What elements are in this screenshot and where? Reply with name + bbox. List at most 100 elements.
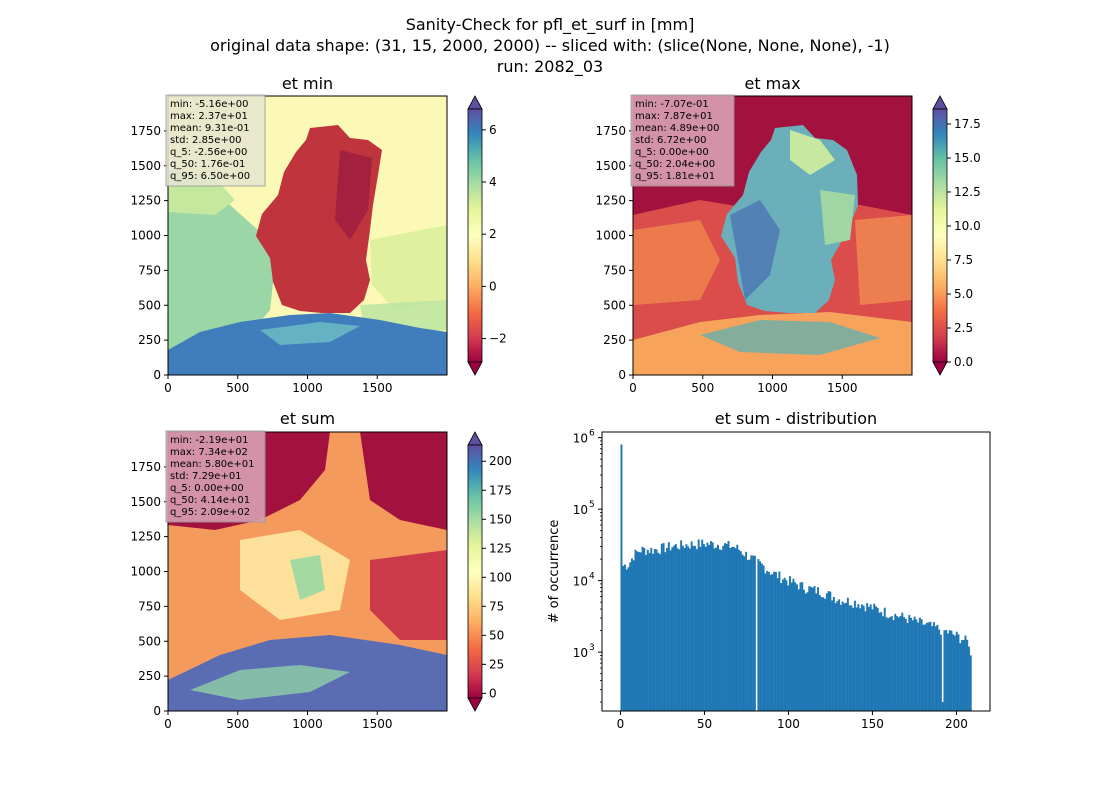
histogram-bar (862, 605, 865, 711)
heatmap-west-orange (633, 220, 720, 305)
x-tick-label: 0 (164, 381, 172, 395)
x-tick-label: 0 (617, 717, 625, 731)
x-tick-label: 500 (226, 717, 249, 731)
y-tick-label: 1750 (595, 124, 626, 138)
histogram-bar (811, 587, 814, 711)
histogram-bar (813, 585, 816, 711)
y-tick-label: 10 (573, 432, 588, 446)
stats-box: min: -5.16e+00 max: 2.37e+01 mean: 9.31e… (165, 94, 266, 187)
axis-ticks: 0 500 1000 1500 0 250 500 750 1000 1250 1500 1750 (595, 124, 857, 395)
y-tick-exponent: 5 (589, 500, 595, 510)
stats-line: min: -7.07e-01 (635, 99, 709, 110)
panel-et-min: et min 0 500 1000 1500 0 250 500 750 1000 1250 150… (130, 74, 506, 395)
histogram-bar (748, 559, 751, 711)
colorbar-tick-label: 200 (489, 454, 512, 468)
colorbar-ticks: 0 25 50 75 100 125 150 175 200 (482, 454, 512, 700)
histogram-bar (969, 655, 972, 711)
x-tick-label: 0 (164, 717, 172, 731)
colorbar-extend-bottom (932, 361, 948, 376)
colorbar-ticks: −2 0 2 4 6 (482, 123, 507, 346)
histogram-bar (669, 550, 672, 711)
histogram-bar (883, 607, 886, 711)
histogram-bar (953, 635, 956, 711)
histogram-bar (959, 643, 962, 711)
heatmap-west-region (168, 188, 275, 350)
x-tick-label: 50 (697, 717, 712, 731)
histogram-bar (746, 560, 749, 711)
colorbar-body (932, 108, 948, 363)
histogram-bar (623, 564, 626, 711)
histogram-bar (685, 544, 688, 711)
histogram-bar (690, 541, 693, 711)
histogram-bar (780, 583, 783, 711)
histogram-bar (701, 539, 704, 711)
histogram-bar (706, 542, 709, 711)
panel-title: et sum - distribution (715, 409, 877, 428)
histogram-bar (889, 617, 891, 711)
histogram-bar (948, 630, 951, 711)
histogram-bar (657, 552, 660, 711)
histogram-bar (897, 617, 900, 711)
stats-line: min: -5.16e+00 (170, 99, 249, 110)
histogram-bar (957, 634, 960, 711)
heatmap-germany-east-detail (335, 150, 372, 240)
colorbar-tick-label: 100 (489, 570, 512, 584)
histogram-bar (806, 592, 809, 711)
histogram-bar (876, 607, 879, 711)
stats-line: q_50: 1.76e-01 (170, 159, 245, 170)
colorbar-tick-label: 50 (489, 628, 504, 642)
histogram-bar (943, 630, 946, 711)
x-tick-label: 1000 (757, 381, 788, 395)
colorbar-extend-bottom (467, 697, 483, 712)
histogram-bar (759, 561, 762, 711)
histogram-bar (646, 549, 649, 711)
histogram-bar (924, 624, 927, 711)
histogram-bar (743, 556, 746, 711)
panel-title: et sum (280, 409, 335, 428)
histogram-bar (776, 578, 779, 711)
histogram-bar (711, 542, 714, 711)
colorbar-tick-label: 2.5 (954, 321, 973, 335)
stats-line: std: 2.85e+00 (170, 135, 242, 146)
stats-box-background (165, 430, 266, 523)
stats-line: q_95: 6.50e+00 (170, 171, 250, 182)
histogram-bar (692, 545, 695, 711)
histogram-bar (841, 601, 844, 711)
histogram-bar (894, 613, 897, 711)
histogram-bar (660, 543, 663, 711)
colorbar-tick-label: 25 (489, 657, 504, 671)
histogram-bar (725, 543, 728, 711)
histogram-bar (678, 549, 681, 711)
histogram-bar (650, 547, 653, 711)
heatmap-south-band-light (190, 665, 350, 700)
y-tick-label: 1250 (130, 194, 161, 208)
axes-frame (601, 431, 991, 712)
colorbar-tick-label: 175 (489, 483, 512, 497)
histogram-bar (634, 549, 637, 711)
stats-line: max: 7.34e+02 (170, 447, 248, 458)
y-tick-label: 10 (573, 646, 588, 660)
histogram-bar (720, 550, 723, 711)
heatmap-image (168, 432, 447, 711)
colorbar-tick-label: 0 (489, 279, 497, 293)
histogram-bar (645, 554, 648, 711)
histogram-bar (783, 577, 786, 711)
histogram-bar (955, 631, 958, 711)
heatmap-east-region (370, 225, 447, 310)
histogram-bar (810, 586, 812, 711)
histogram-bar (750, 555, 753, 711)
histogram-bar (824, 598, 827, 711)
histogram-bar (636, 551, 639, 711)
histogram-bar (887, 618, 890, 711)
histogram-bar (715, 547, 718, 711)
histogram-bar (866, 603, 869, 711)
heatmap-germany-north-light (790, 130, 835, 175)
histogram-bar (732, 546, 735, 711)
histogram-bar (890, 616, 893, 711)
stats-line: q_95: 1.81e+01 (635, 171, 715, 182)
panel-et-max: et max 0 500 1000 1500 0 250 500 750 1000 1250 150… (595, 74, 980, 395)
histogram-bar (745, 551, 748, 711)
histogram-bar (878, 612, 881, 711)
histogram-bar (676, 548, 679, 711)
